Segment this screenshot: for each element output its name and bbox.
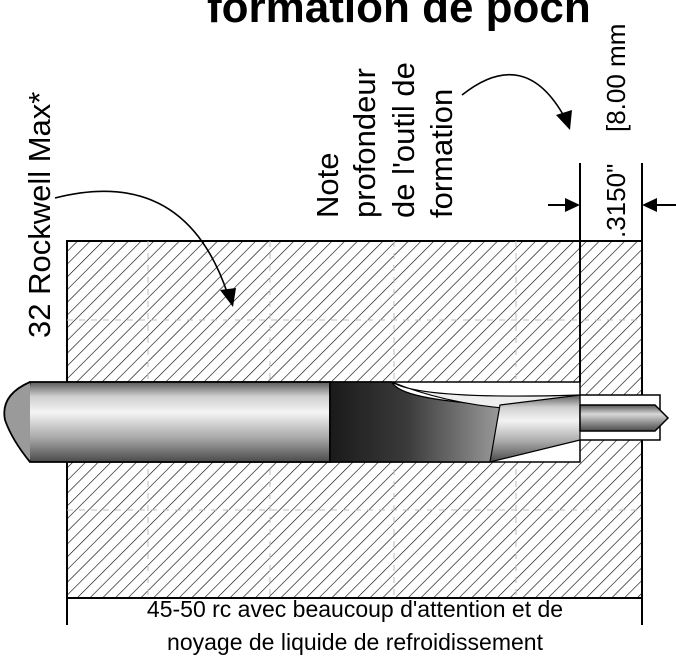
hardness-label: 32 Rockwell Max* bbox=[22, 92, 57, 338]
note-line-4: formation bbox=[424, 89, 459, 218]
caption-line-2: noyage de liquide de refroidissement bbox=[167, 629, 544, 655]
diagram-title: formation de poch bbox=[207, 0, 591, 32]
forming-tool bbox=[3, 381, 670, 463]
hardness-arrow bbox=[54, 190, 236, 307]
dimension-mm: [8.00 mm bbox=[601, 24, 631, 132]
note-arrow bbox=[461, 73, 572, 130]
bottom-bracket bbox=[66, 598, 643, 625]
note-line-3: de l'outil de bbox=[386, 62, 421, 218]
dimension-inches: .3150" bbox=[601, 164, 631, 238]
dimension-lines bbox=[579, 163, 643, 382]
caption-line-1: 45-50 rc avec beaucoup d'attention et de bbox=[147, 596, 563, 622]
note-line-1: Note bbox=[310, 153, 345, 218]
dimension-arrows bbox=[548, 198, 676, 212]
note-line-2: profondeur bbox=[347, 68, 382, 218]
